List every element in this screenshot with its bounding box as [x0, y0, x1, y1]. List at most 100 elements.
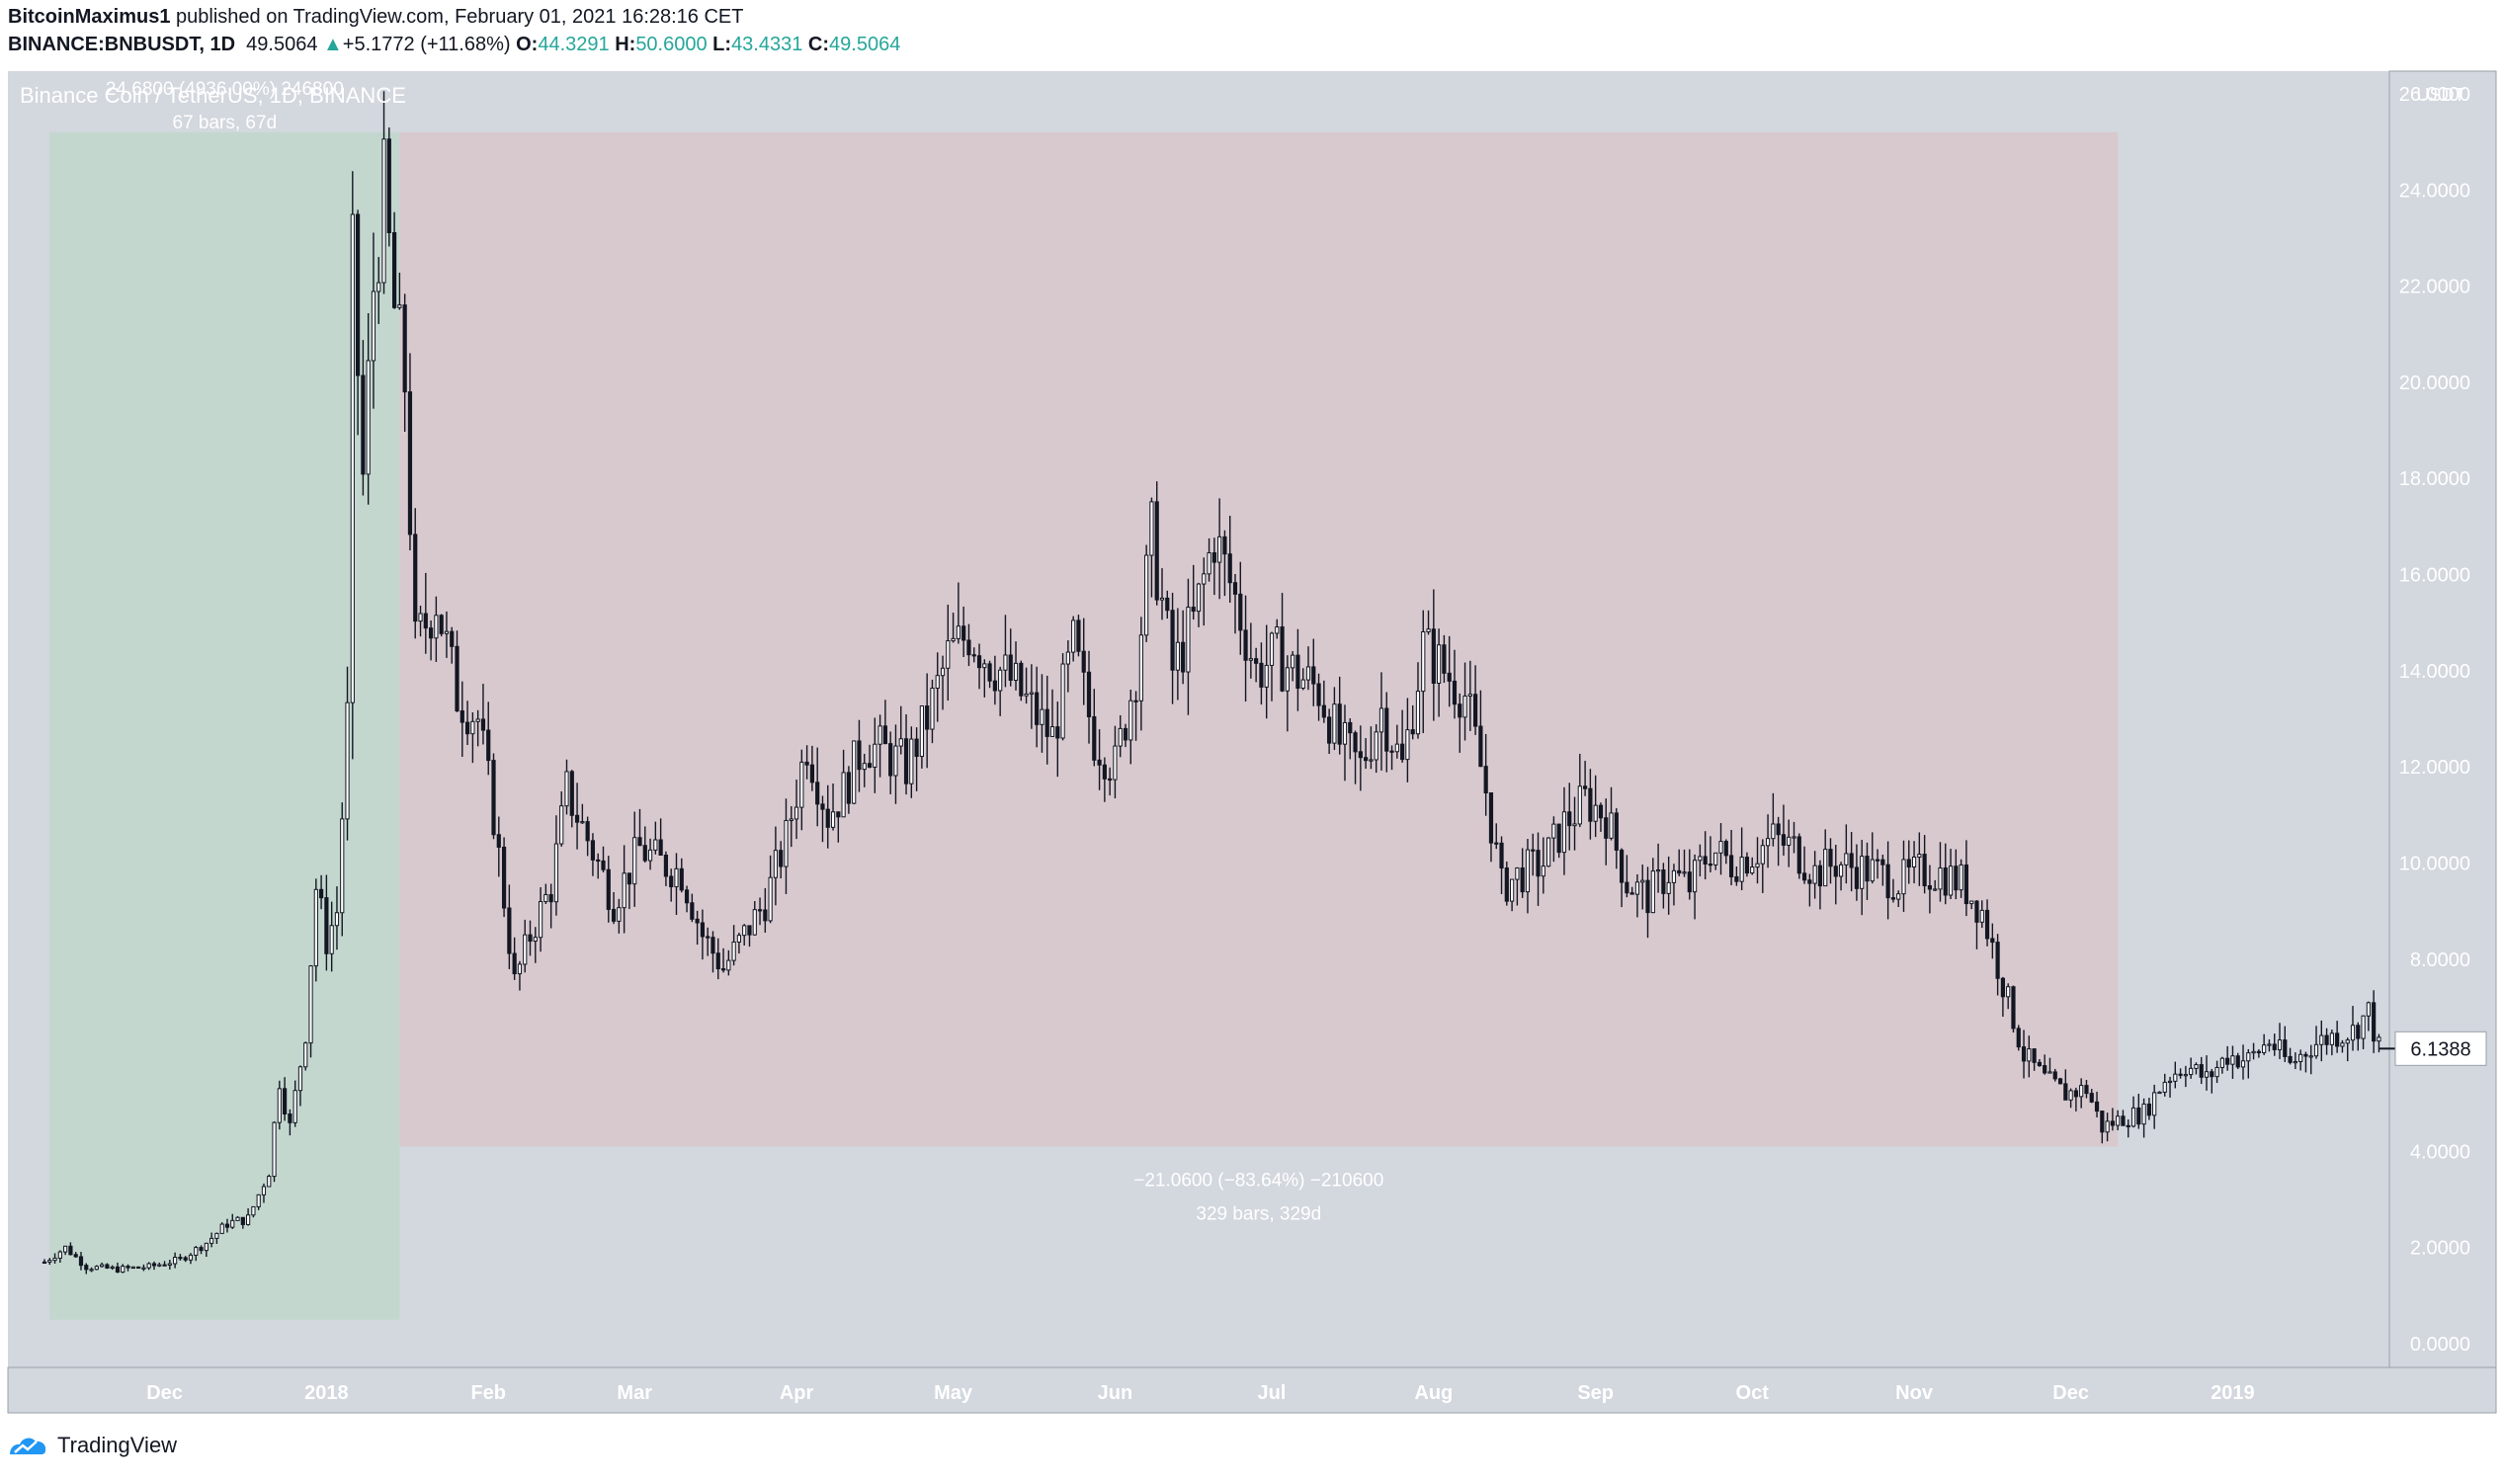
candle [1337, 676, 1342, 755]
candle-body [898, 738, 903, 747]
candle-body [1384, 707, 1389, 752]
footer-brand[interactable]: TradingView [6, 1433, 177, 1458]
candle [611, 891, 617, 925]
candle [277, 1080, 282, 1130]
candle-body [679, 867, 684, 891]
candle [324, 874, 329, 971]
candle [1954, 849, 1959, 900]
last-price-tag: 6.1388 [2379, 1031, 2487, 1066]
candle [1938, 842, 1943, 902]
candle [1264, 624, 1269, 719]
candle [1044, 675, 1049, 765]
candle-body [773, 850, 779, 878]
candle-body [1593, 804, 1598, 822]
candle-body [1358, 751, 1363, 759]
candle-body [450, 630, 455, 647]
candle [971, 647, 976, 663]
candle [852, 740, 857, 804]
candle-body [2366, 1002, 2371, 1017]
candle-body [2293, 1060, 2297, 1064]
candle [1358, 725, 1363, 791]
x-tick-label: Dec [2052, 1382, 2089, 1404]
candle-body [2089, 1093, 2094, 1103]
candle-body [580, 821, 585, 824]
low-label: L: [712, 34, 732, 55]
close-label: C: [807, 34, 830, 55]
candle [2162, 1073, 2167, 1097]
candle [2267, 1038, 2272, 1052]
candle [1165, 590, 1170, 619]
candle-body [809, 764, 815, 783]
candle [2372, 990, 2377, 1053]
candle-body [1634, 881, 1640, 895]
candle-body [946, 640, 951, 669]
candle-body [366, 360, 371, 475]
candle [2189, 1057, 2194, 1079]
candle [261, 1183, 267, 1203]
candle-body [1364, 757, 1369, 762]
candle-body [971, 654, 976, 657]
candle-body [2235, 1055, 2240, 1068]
candle [1604, 798, 1609, 866]
candle [1634, 873, 1640, 918]
candle-body [1682, 871, 1687, 874]
candle-body [596, 859, 601, 863]
candle-body [1254, 658, 1259, 664]
candle-body [1348, 721, 1353, 734]
candle [888, 731, 893, 794]
candle [157, 1262, 162, 1268]
candle-body [313, 888, 318, 967]
x-tick-label: Dec [146, 1382, 183, 1404]
author-name[interactable]: BitcoinMaximus1 [8, 6, 171, 28]
candle-body [1703, 856, 1708, 866]
candle-body [1922, 854, 1927, 887]
candle-body [852, 740, 857, 804]
candle-body [1619, 849, 1625, 883]
candle-body [2356, 1025, 2361, 1039]
candle-body [2189, 1067, 2194, 1076]
candle [2345, 1037, 2350, 1062]
candle-body [1353, 732, 1358, 753]
candle-body [1556, 823, 1561, 854]
candle-body [1870, 859, 1875, 882]
candle [1760, 839, 1765, 893]
time-axis[interactable] [7, 1366, 2497, 1414]
candle-body [731, 941, 736, 961]
candle-body [1040, 708, 1044, 725]
candle-body [1901, 859, 1906, 895]
candle-body [2256, 1050, 2261, 1054]
candle [793, 780, 799, 840]
candle [862, 753, 867, 787]
candle-body [1024, 693, 1029, 697]
candle [47, 1258, 52, 1266]
candle [825, 784, 830, 849]
candle [1838, 862, 1844, 891]
candle [1076, 615, 1081, 657]
candle [496, 816, 501, 877]
candle-body [1969, 900, 1974, 905]
candle [1348, 718, 1353, 760]
candle [84, 1263, 89, 1275]
candle [1311, 638, 1316, 706]
candle [1227, 515, 1232, 604]
candle-body [356, 213, 361, 376]
low-value: 43.4331 [731, 34, 803, 55]
candle [1138, 617, 1143, 731]
candle [1431, 589, 1436, 721]
candle-body [178, 1257, 183, 1260]
candle-body [2204, 1071, 2210, 1078]
candle [804, 745, 809, 780]
candle-body [1833, 866, 1838, 877]
price-axis[interactable] [2388, 70, 2497, 1368]
candle [1305, 646, 1311, 691]
candle [162, 1261, 167, 1267]
candle [1170, 592, 1175, 704]
candle [57, 1250, 62, 1264]
candle-body [1378, 707, 1384, 733]
candle-body [334, 912, 340, 927]
candle-body [1452, 680, 1458, 705]
candle-body [1838, 864, 1844, 877]
candle [1640, 865, 1645, 910]
candle-body [1677, 869, 1682, 874]
